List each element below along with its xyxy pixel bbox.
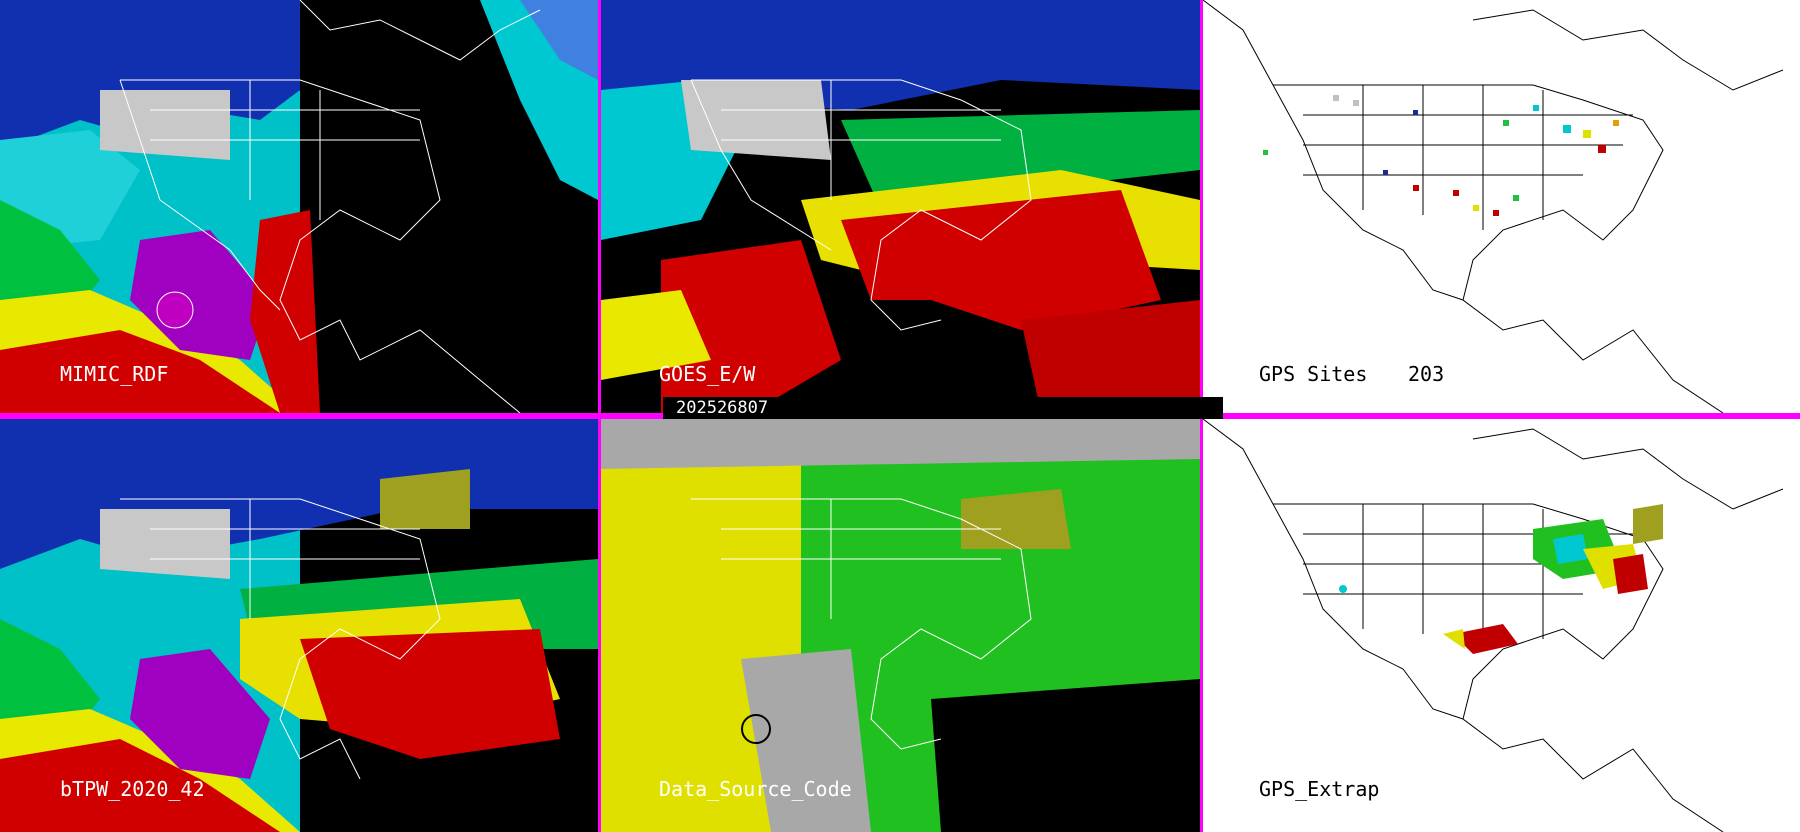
panel-btpw: bTPW_2020_42 (0, 419, 598, 832)
panel-title-btpw: bTPW_2020_42 (60, 777, 205, 801)
panel-goes-ew: GOES_E/W (601, 0, 1200, 413)
map-btpw (0, 419, 598, 832)
panel-title-data-source-code: Data_Source_Code (659, 777, 852, 801)
panel-gps-sites: GPS Sites 203 (1203, 0, 1800, 413)
divider-vertical-left (598, 0, 601, 832)
map-gps-sites (1203, 0, 1800, 413)
panel-gps-extrap: GPS_Extrap (1203, 419, 1800, 832)
map-mimic-rdf (0, 0, 598, 413)
panel-data-source-code: Data_Source_Code (601, 419, 1200, 832)
panel-title-gps-extrap: GPS_Extrap (1259, 777, 1380, 801)
timestamp-bar: 202526807 (663, 397, 1223, 419)
panel-title-mimic-rdf: MIMIC_RDF (60, 362, 169, 386)
panel-mimic-rdf: MIMIC_RDF (0, 0, 598, 413)
map-goes-ew (601, 0, 1200, 413)
panel-title-goes-ew: GOES_E/W (659, 362, 756, 386)
gps-site-count: 203 (1408, 362, 1445, 386)
map-gps-extrap (1203, 419, 1800, 832)
panel-title-gps-sites: GPS Sites (1259, 362, 1368, 386)
map-data-source-code (601, 419, 1200, 832)
